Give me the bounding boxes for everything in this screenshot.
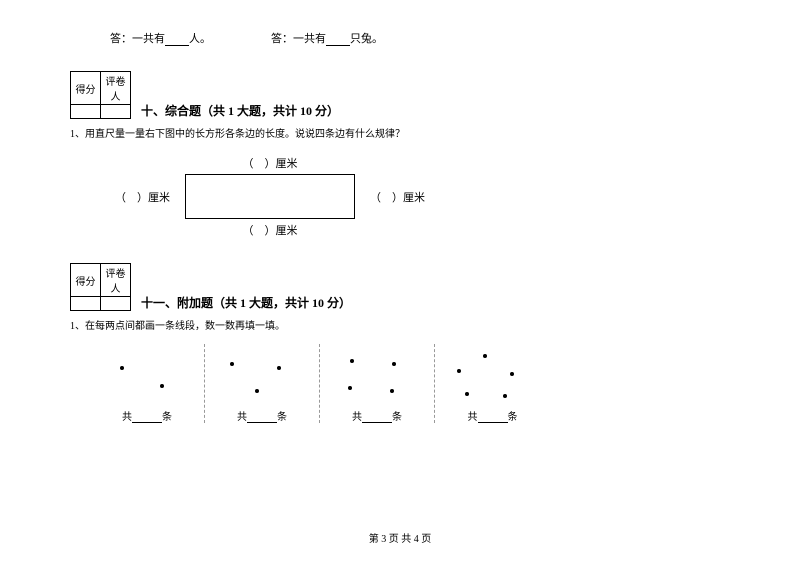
label-suffix: 条 xyxy=(162,412,172,423)
section-11-header: 得分 评卷人 十一、附加题（共 1 大题，共计 10 分） xyxy=(70,263,730,313)
dot-point xyxy=(465,392,469,396)
label-suffix: 条 xyxy=(508,412,518,423)
blank-count-2[interactable] xyxy=(247,411,277,423)
dots-panel-1: 共条 xyxy=(90,344,205,423)
score-col: 得分 xyxy=(71,72,101,105)
answer-1: 答：一共有 人。 xyxy=(110,30,211,46)
dot-point xyxy=(350,359,354,363)
page-footer: 第 3 页 共 4 页 xyxy=(0,530,800,545)
dots-label-3: 共条 xyxy=(320,408,434,423)
answer-2-prefix: 答：一共有 xyxy=(271,33,326,45)
rect-right-label[interactable]: （ ）厘米 xyxy=(355,189,440,205)
label-suffix: 条 xyxy=(277,412,287,423)
dot-point xyxy=(483,354,487,358)
label-prefix: 共 xyxy=(122,412,132,423)
rect-bottom-label[interactable]: （ ）厘米 xyxy=(185,222,355,238)
grader-cell[interactable] xyxy=(101,297,131,311)
score-cell[interactable] xyxy=(71,105,101,119)
blank-people[interactable] xyxy=(165,34,189,46)
dots-label-4: 共条 xyxy=(435,408,550,423)
dots-area-3[interactable] xyxy=(320,344,434,404)
dot-point xyxy=(457,369,461,373)
dots-label-1: 共条 xyxy=(90,408,204,423)
dot-point xyxy=(160,384,164,388)
dot-point xyxy=(503,394,507,398)
dot-point xyxy=(348,386,352,390)
blank-rabbits[interactable] xyxy=(326,34,350,46)
label-prefix: 共 xyxy=(352,412,362,423)
grader-col: 评卷人 xyxy=(101,72,131,105)
score-col: 得分 xyxy=(71,264,101,297)
dot-point xyxy=(390,389,394,393)
answer-row: 答：一共有 人。 答：一共有 只兔。 xyxy=(110,30,730,46)
section-10-q1: 1、用直尺量一量右下图中的长方形各条边的长度。说说四条边有什么规律？ xyxy=(70,125,730,140)
dot-point xyxy=(120,366,124,370)
section-10-title: 十、综合题（共 1 大题，共计 10 分） xyxy=(141,102,339,121)
dots-area-2[interactable] xyxy=(205,344,319,404)
rect-top-label[interactable]: （ ）厘米 xyxy=(185,155,355,171)
blank-count-1[interactable] xyxy=(132,411,162,423)
label-prefix: 共 xyxy=(468,412,478,423)
dot-point xyxy=(392,362,396,366)
section-11-q1: 1、在每两点间都画一条线段，数一数再填一填。 xyxy=(70,317,730,332)
section-10-header: 得分 评卷人 十、综合题（共 1 大题，共计 10 分） xyxy=(70,71,730,121)
grader-col: 评卷人 xyxy=(101,264,131,297)
label-suffix: 条 xyxy=(392,412,402,423)
score-cell[interactable] xyxy=(71,297,101,311)
blank-count-4[interactable] xyxy=(478,411,508,423)
label-prefix: 共 xyxy=(237,412,247,423)
dots-panel-4: 共条 xyxy=(435,344,550,423)
score-table-11: 得分 评卷人 xyxy=(70,263,131,311)
dots-label-2: 共条 xyxy=(205,408,319,423)
dots-area-4[interactable] xyxy=(435,344,550,404)
dots-panel-3: 共条 xyxy=(320,344,435,423)
answer-2-suffix: 只兔。 xyxy=(350,33,383,45)
rect-middle-row: （ ）厘米 （ ）厘米 xyxy=(100,174,450,219)
dot-point xyxy=(510,372,514,376)
dots-panels: 共条 共条 共条 共条 xyxy=(90,344,730,423)
dots-area-1[interactable] xyxy=(90,344,204,404)
dot-point xyxy=(277,366,281,370)
rectangle-diagram: （ ）厘米 （ ）厘米 （ ）厘米 （ ）厘米 xyxy=(100,155,450,238)
dot-point xyxy=(230,362,234,366)
rectangle-shape xyxy=(185,174,355,219)
answer-2: 答：一共有 只兔。 xyxy=(271,30,383,46)
blank-count-3[interactable] xyxy=(362,411,392,423)
score-table-10: 得分 评卷人 xyxy=(70,71,131,119)
dot-point xyxy=(255,389,259,393)
rect-left-label[interactable]: （ ）厘米 xyxy=(100,189,185,205)
answer-1-suffix: 人。 xyxy=(189,33,211,45)
grader-cell[interactable] xyxy=(101,105,131,119)
dots-panel-2: 共条 xyxy=(205,344,320,423)
answer-1-prefix: 答：一共有 xyxy=(110,33,165,45)
section-11-title: 十一、附加题（共 1 大题，共计 10 分） xyxy=(141,294,351,313)
